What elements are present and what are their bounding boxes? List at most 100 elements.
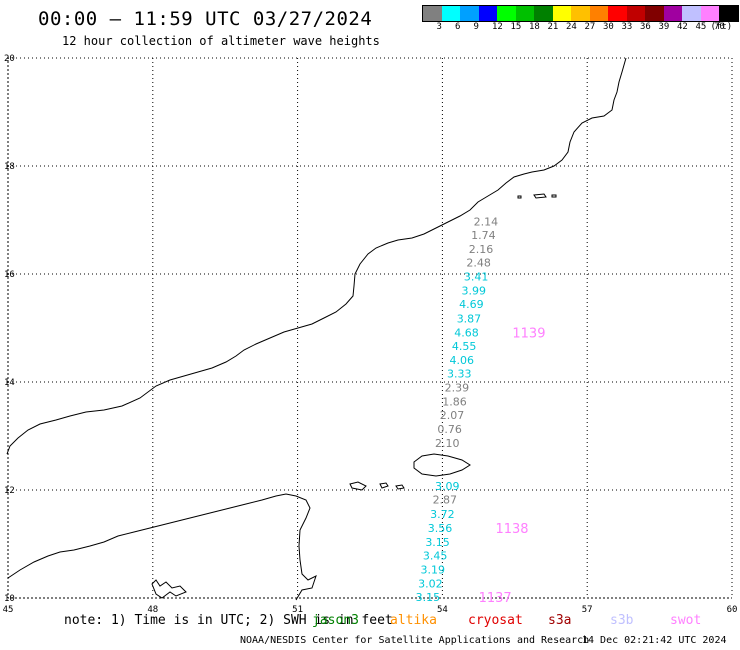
wave-height-label: 4.68 [454,326,479,339]
satellite-jason3: jason3 [312,613,359,628]
legend-label: 70 [714,22,725,32]
lat-tick-label: 12 [4,486,15,496]
wave-height-label: 4.06 [449,354,474,367]
lat-tick-label: 18 [4,162,15,172]
wave-height-label: 3.72 [430,508,455,521]
legend-swatch [497,6,516,21]
legend-label: 6 [455,22,461,32]
legend-swatch [700,6,719,21]
island-socotra [413,453,471,477]
wave-height-label: 1.74 [471,229,496,242]
wave-height-label: 3.41 [464,271,489,284]
lon-tick-label: 57 [582,605,593,615]
coastline-horn-of-africa [7,493,317,601]
legend-label: 45 [695,22,707,32]
lat-tick-label: 16 [4,270,15,280]
wave-height-label: 4.55 [452,340,477,353]
satellite-s3b: s3b [610,613,634,628]
legend-swatch [478,6,497,21]
legend-swatch [515,6,534,21]
legend-label: 12 [492,22,503,32]
wave-height-label: 3.02 [418,577,443,590]
wave-height-label: 3.99 [462,285,487,298]
legend-label: 24 [566,22,577,32]
legend-swatch [589,6,608,21]
legend-label: 30 [603,22,614,32]
map-subtitle: 12 hour collection of altimeter wave hei… [62,34,380,48]
legend-swatch [552,6,571,21]
lon-tick-label: 60 [727,605,738,615]
satellite-swot: swot [670,613,702,628]
legend-label: 36 [640,22,651,32]
color-legend [422,5,739,22]
legend-swatch [608,6,627,21]
coastline [6,57,627,601]
footer-credit: NOAA/NESDIS Center for Satellite Applica… [240,635,590,646]
coastline-arabian-peninsula [6,57,627,455]
legend-swatch [460,6,479,21]
coastline-cape-guardafui-detail [151,579,187,599]
wave-height-label: 2.39 [445,381,470,394]
map-frame [7,57,733,599]
wave-height-label: 1.86 [442,395,467,408]
legend-label: 21 [547,22,559,32]
map-title: 00:00 – 11:59 UTC 03/27/2024 [38,8,373,30]
satellite-cryosat: cryosat [468,613,523,628]
island-samhah [379,482,389,489]
lon-tick-label: 54 [437,605,448,615]
legend-label: 42 [677,22,688,32]
legend-swatch [423,6,442,21]
wave-height-label: 2.87 [433,494,458,507]
wave-height-label: 3.19 [420,563,445,576]
legend-swatch [663,6,682,21]
island-abd-al-kuri [349,481,367,491]
wave-height-label: 4.69 [459,298,484,311]
legend-swatch [719,6,738,21]
pass-number-label: 1137 [479,591,512,606]
satellite-altika: altika [390,613,437,628]
legend-swatch [534,6,553,21]
lon-tick-label: 45 [3,605,14,615]
satellite-s3a: s3a [548,613,572,628]
wave-height-label: 3.45 [423,549,448,562]
legend-swatch [441,6,460,21]
legend-swatch [571,6,590,21]
satellite-pass-labels: 1139 1138 1137 [479,326,546,606]
island-kuria-muria-3 [551,194,557,198]
legend-label: 18 [529,22,540,32]
island-kuria-muria-2 [533,193,547,199]
wave-height-label: 2.14 [474,216,499,229]
axis-tick-labels: 45 48 51 54 57 60 10 12 14 16 18 20 [3,54,738,615]
footer-timestamp: 14 Dec 02:21:42 UTC 2024 [582,635,727,646]
island-darsah [395,484,405,490]
legend-label: 3 [436,22,442,32]
legend-swatch [626,6,645,21]
legend-label: (ft) [710,22,733,32]
wave-height-label: 3.33 [447,367,472,380]
legend-label: 15 [510,22,522,32]
wave-height-label: 3.56 [428,522,453,535]
lat-tick-label: 14 [4,378,15,388]
pass-number-label: 1139 [512,326,545,341]
legend-label: 27 [584,22,596,32]
lon-tick-label: 51 [292,605,303,615]
wave-height-label: 2.48 [466,257,491,270]
pass-number-label: 1138 [495,522,528,537]
wave-height-label: 3.15 [425,536,450,549]
wave-height-label: 3.87 [457,312,482,325]
wave-height-label: 3.15 [416,591,441,604]
legend-swatch [645,6,664,21]
legend-label: 9 [473,22,479,32]
wave-height-label: 2.10 [435,437,460,450]
wave-height-label: 0.76 [437,423,462,436]
legend-swatch [682,6,701,21]
wave-height-label: 2.16 [469,243,494,256]
wave-height-label: 2.07 [440,409,465,422]
wave-height-label: 3.09 [435,480,460,493]
island-kuria-muria-1 [517,195,522,199]
legend-label: 39 [658,22,670,32]
wave-height-observations: 2.141.742.162.483.413.994.693.874.684.55… [416,216,498,604]
note-text: note: 1) Time is in UTC; 2) SWH is in fe… [64,613,393,628]
lon-tick-label: 48 [147,605,158,615]
